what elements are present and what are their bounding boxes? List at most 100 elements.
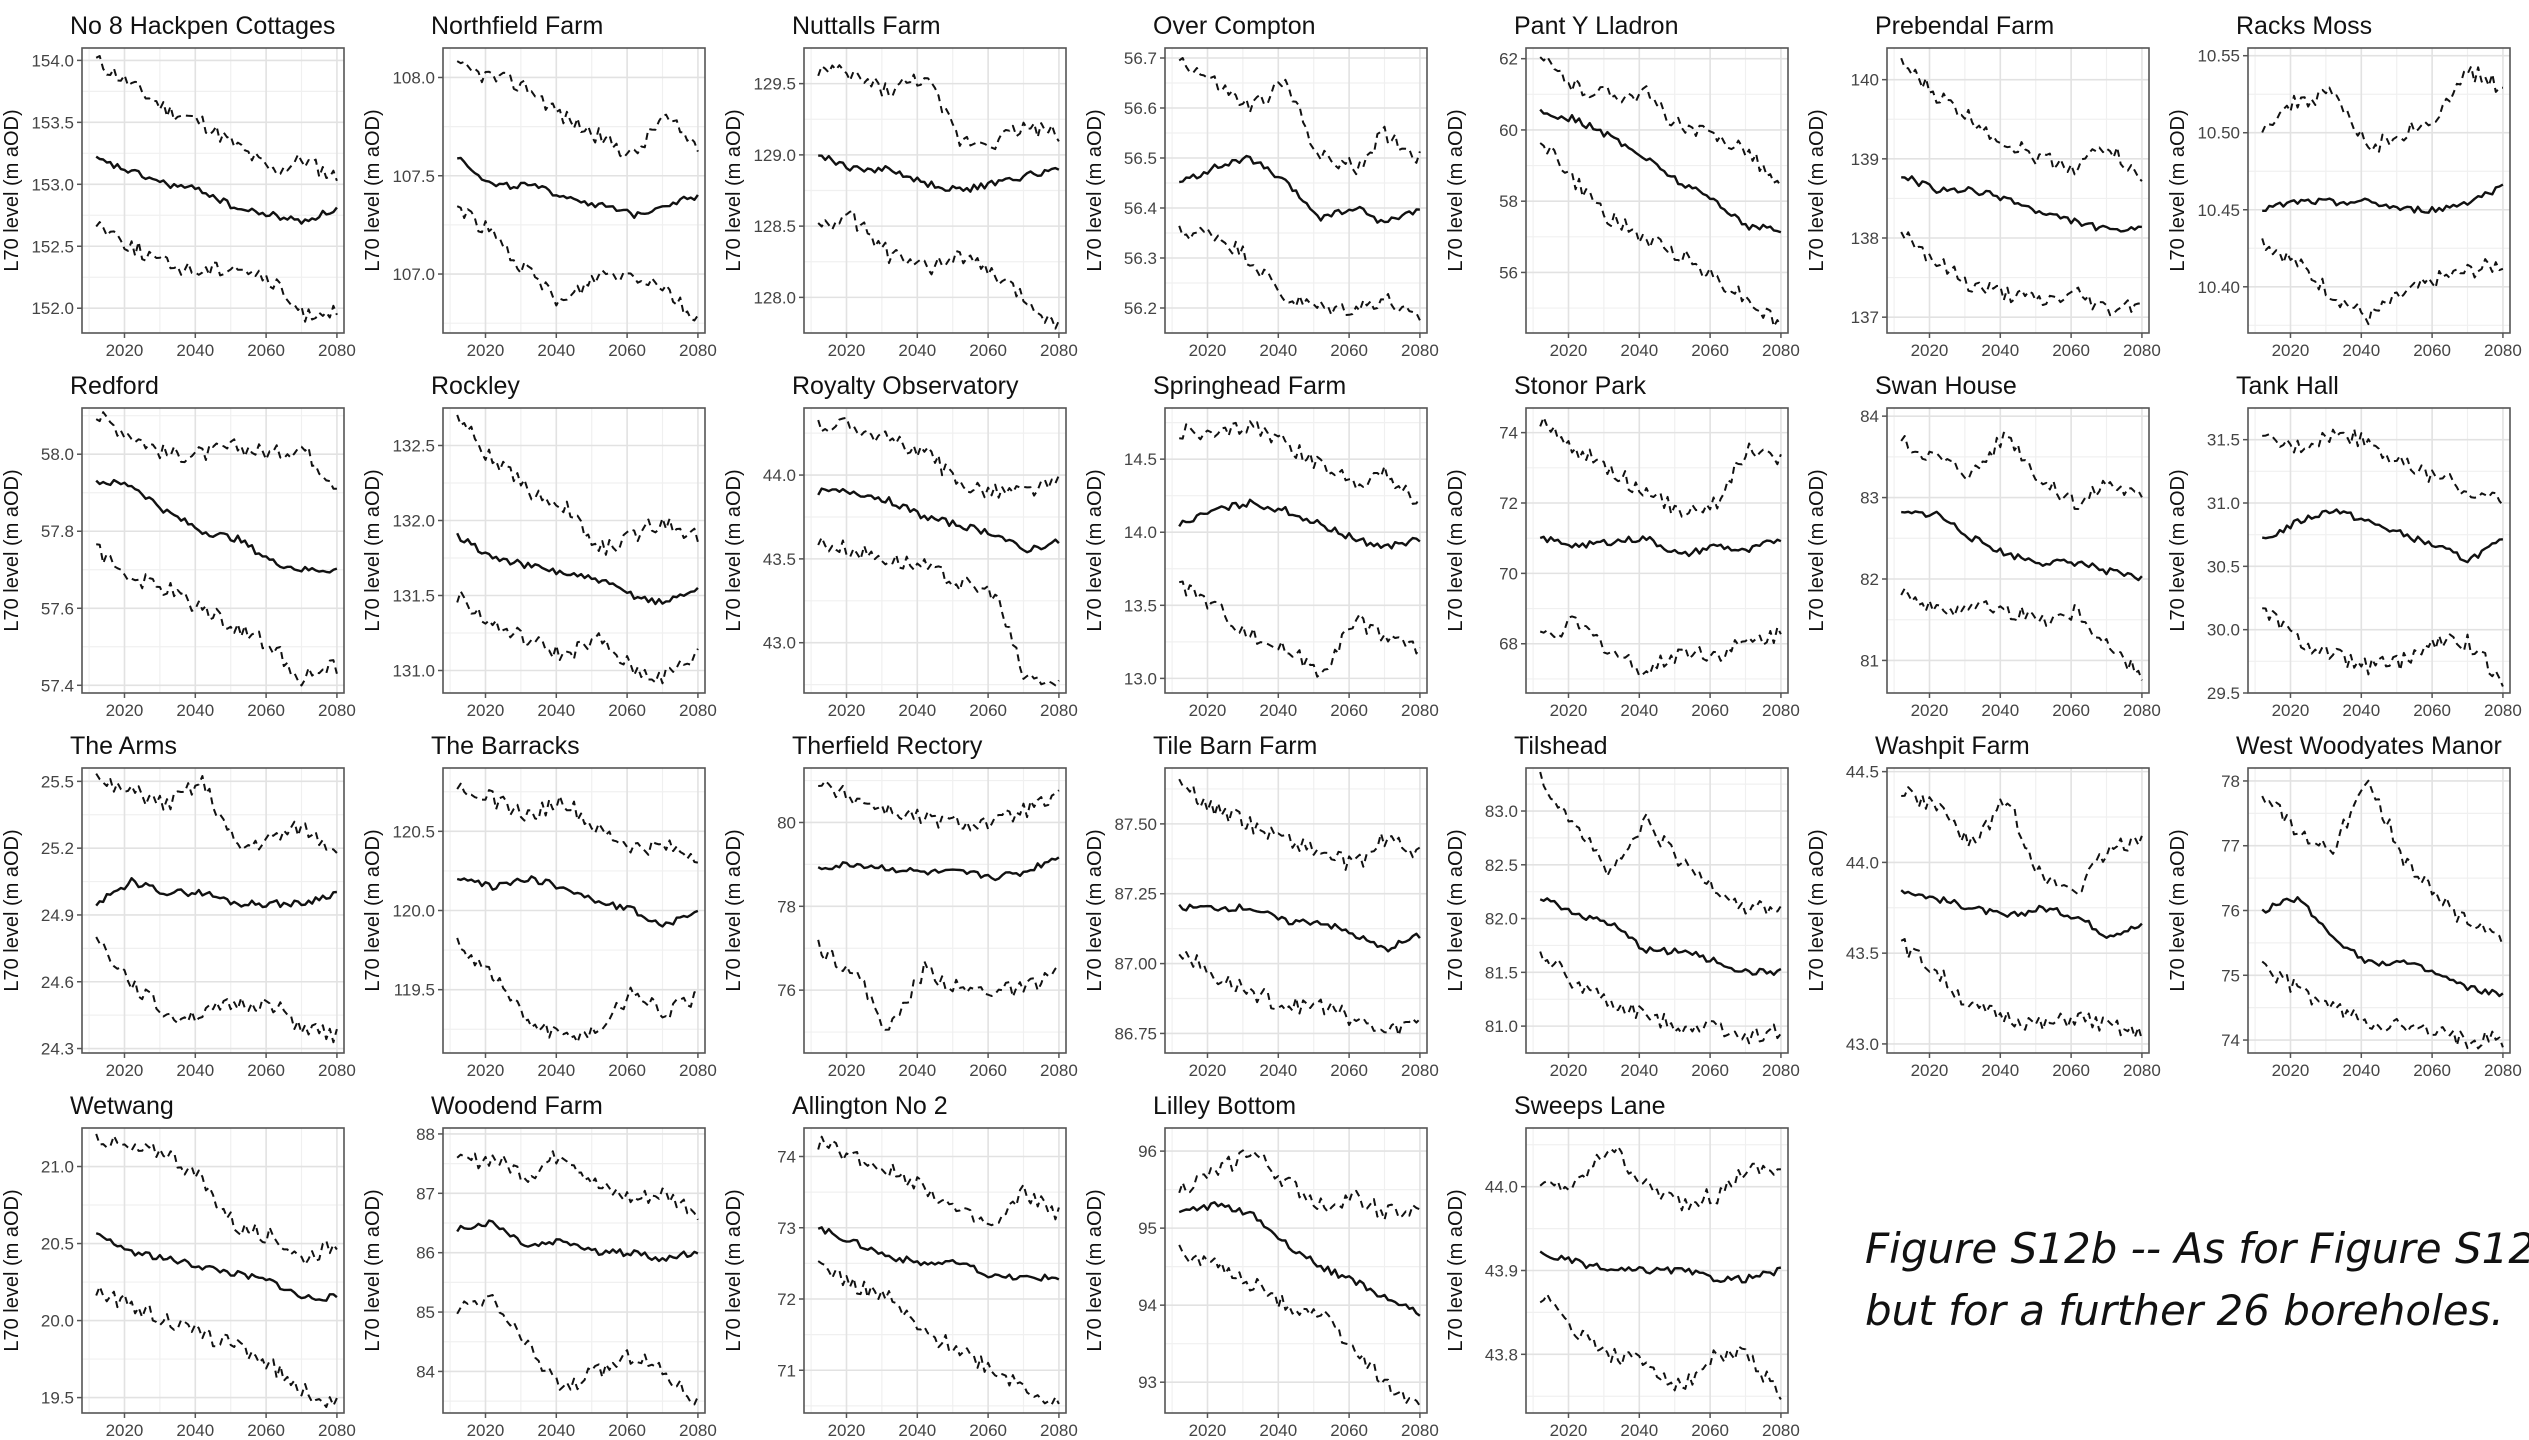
y-tick-label: 73	[777, 1219, 796, 1238]
panel-title: Over Compton	[1153, 12, 1316, 40]
x-tick-label: 2020	[1550, 341, 1588, 360]
y-tick-label: 119.5	[394, 981, 435, 1000]
series-upper-line	[1179, 420, 1421, 505]
panel-title: The Barracks	[431, 732, 580, 760]
x-tick-label: 2020	[1189, 341, 1227, 360]
y-tick-label: 81.0	[1485, 1017, 1518, 1036]
y-tick-label: 24.6	[41, 973, 74, 992]
series-upper-line	[2262, 428, 2504, 506]
x-tick-label: 2040	[1981, 701, 2019, 720]
y-axis-label: L70 level (m aOD)	[1084, 109, 1106, 271]
series-upper-line	[456, 414, 699, 556]
x-tick-label: 2040	[1259, 1421, 1297, 1440]
plot-frame	[2247, 407, 2511, 694]
x-tick-label: 2040	[2342, 701, 2380, 720]
series-lower-line	[96, 543, 338, 687]
series-median-line	[1178, 154, 1420, 224]
panel-title: Northfield Farm	[431, 12, 603, 40]
plot-area	[1165, 1128, 1427, 1413]
y-tick-label: 29.5	[2207, 684, 2240, 703]
series-upper-line	[95, 773, 338, 854]
panel-title: Racks Moss	[2236, 12, 2372, 40]
panel-2: Northfield Farm 107.0 107.5 108.0 2020 2040 20…	[362, 12, 717, 360]
series-upper-line	[1900, 431, 2143, 510]
series-upper-line	[1178, 1149, 1421, 1221]
series-median-line	[2262, 183, 2504, 214]
y-axis-label: L70 level (m aOD)	[1, 829, 23, 991]
y-tick-label: 72	[1499, 494, 1518, 513]
x-tick-label: 2060	[608, 1421, 646, 1440]
y-axis-label: L70 level (m aOD)	[1445, 1189, 1467, 1351]
y-tick-label: 25.2	[41, 839, 74, 858]
y-tick-label: 128.0	[753, 288, 796, 307]
y-tick-label: 75	[2221, 966, 2240, 985]
x-tick-label: 2020	[467, 701, 505, 720]
figure-caption: Figure S12b -- As for Figure S12a, but f…	[1865, 1218, 2529, 1342]
y-tick-label: 56.7	[1124, 49, 1157, 68]
y-tick-label: 10.40	[2197, 278, 2240, 297]
caption-line-2: but for a further 26 boreholes.	[1865, 1286, 2504, 1335]
plot-frame	[803, 47, 1067, 334]
y-tick-label: 83	[1860, 489, 1879, 508]
x-tick-label: 2040	[2342, 1061, 2380, 1080]
y-tick-label: 57.6	[41, 599, 74, 618]
x-tick-label: 2040	[537, 1061, 575, 1080]
plot-frame	[1164, 47, 1428, 334]
y-tick-label: 20.5	[41, 1235, 74, 1254]
y-tick-label: 154.0	[31, 51, 74, 70]
series-lower-line	[1900, 231, 2143, 317]
y-tick-label: 24.3	[41, 1040, 74, 1059]
y-tick-label: 87.00	[1114, 955, 1157, 974]
series-upper-line	[817, 1135, 1060, 1227]
x-tick-label: 2060	[608, 1061, 646, 1080]
y-tick-label: 74	[777, 1148, 796, 1167]
plot-frame	[1525, 407, 1789, 694]
series-median-line	[95, 155, 338, 225]
y-tick-label: 81	[1860, 651, 1879, 670]
panel-13: Swan House 81 82 83 84 2020 2040 2060 2080 L70 le…	[1806, 372, 2161, 720]
plot-area	[804, 408, 1066, 693]
y-tick-label: 93	[1138, 1373, 1157, 1392]
plot-area	[1887, 408, 2149, 693]
plot-frame	[442, 407, 706, 694]
plot-area	[443, 48, 705, 333]
x-tick-label: 2040	[1981, 341, 2019, 360]
series-lower-line	[817, 1260, 1060, 1406]
series-median-line	[1539, 108, 1782, 234]
x-tick-label: 2040	[898, 341, 936, 360]
x-tick-label: 2060	[969, 341, 1007, 360]
x-tick-label: 2040	[1259, 1061, 1297, 1080]
x-tick-label: 2020	[1189, 1421, 1227, 1440]
series-lower-line	[2262, 607, 2504, 687]
y-tick-label: 21.0	[41, 1158, 74, 1177]
x-tick-label: 2060	[2052, 341, 2090, 360]
panel-23: Woodend Farm 84 85 86 87 88 2020 2040 2060 2080 L7…	[362, 1092, 717, 1440]
series-median-line	[817, 1226, 1060, 1282]
series-upper-line	[818, 779, 1060, 832]
series-median-line	[1539, 897, 1782, 976]
x-tick-label: 2060	[969, 701, 1007, 720]
x-tick-label: 2040	[1259, 341, 1297, 360]
x-tick-label: 2040	[537, 701, 575, 720]
x-tick-label: 2040	[1259, 701, 1297, 720]
y-tick-label: 86.75	[1114, 1024, 1157, 1043]
series-median-line	[1178, 498, 1421, 550]
panel-16: The Barracks 119.5 120.0 120.5 2020 2040 2060 2…	[362, 732, 717, 1080]
panel-title: Therfield Rectory	[792, 732, 983, 760]
y-tick-label: 86	[416, 1244, 435, 1263]
y-tick-label: 82	[1860, 570, 1879, 589]
x-tick-label: 2060	[247, 341, 285, 360]
y-tick-label: 13.5	[1124, 596, 1157, 615]
panel-title: Swan House	[1875, 372, 2017, 400]
y-tick-label: 139	[1851, 150, 1879, 169]
x-tick-label: 2020	[1550, 1061, 1588, 1080]
panel-18: Tile Barn Farm 86.75 87.00 87.25 87.50 2020 20…	[1084, 732, 1439, 1080]
y-tick-label: 24.9	[41, 906, 74, 925]
plot-area	[1887, 768, 2149, 1053]
x-tick-label: 2020	[828, 1061, 866, 1080]
y-tick-label: 152.5	[31, 237, 74, 256]
panel-title: Tile Barn Farm	[1153, 732, 1317, 760]
x-tick-label: 2080	[2484, 1061, 2522, 1080]
y-axis-label: L70 level (m aOD)	[362, 109, 384, 271]
series-upper-line	[2261, 779, 2504, 947]
